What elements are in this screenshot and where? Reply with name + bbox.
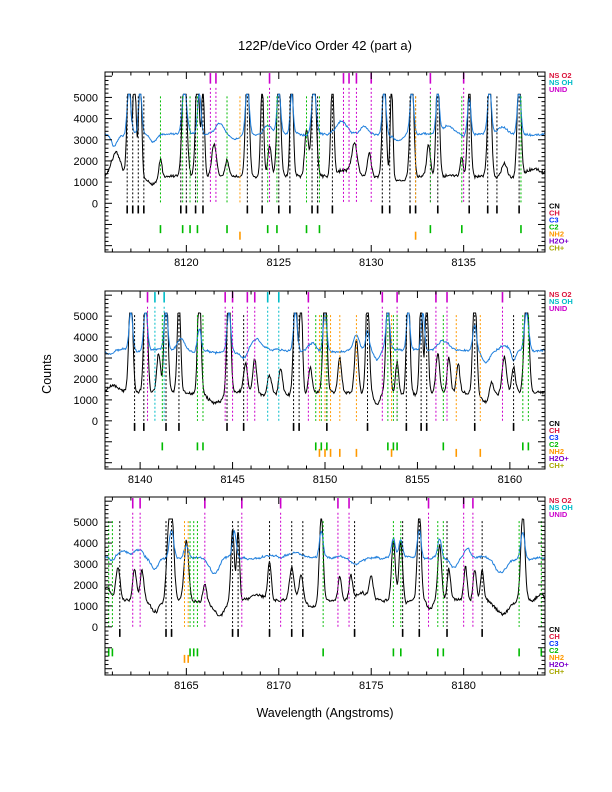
legend-label-NSOH: NS OH xyxy=(549,78,573,87)
x-tick-label: 8180 xyxy=(451,680,475,692)
panel-frame xyxy=(104,71,546,253)
y-tick-label: 2000 xyxy=(74,374,98,386)
legend-label-CN: CN xyxy=(549,201,560,210)
legend-label-UNID: UNID xyxy=(549,85,568,94)
legend-label-CH+: CH+ xyxy=(549,667,565,676)
legend-label-CH: CH xyxy=(549,426,560,435)
legend-label-NH2: NH2 xyxy=(549,653,564,662)
y-tick-label: 2000 xyxy=(74,580,98,592)
legend-label-H2O+: H2O+ xyxy=(549,236,569,245)
y-tick-label: 4000 xyxy=(74,538,98,550)
y-tick-label: 4000 xyxy=(74,114,98,126)
x-tick-label: 8160 xyxy=(498,474,522,486)
x-tick-label: 8165 xyxy=(174,680,198,692)
comet-spectrum-line xyxy=(105,312,545,406)
legend-label-C2: C2 xyxy=(549,646,559,655)
legend-label-CN: CN xyxy=(549,419,560,428)
comet-spectrum-line xyxy=(105,518,545,617)
x-tick-label: 8155 xyxy=(405,474,429,486)
x-tick-label: 8125 xyxy=(267,257,291,269)
sky-spectrum-line xyxy=(105,529,545,574)
y-axis-label: Counts xyxy=(40,354,54,394)
legend-label-UNID: UNID xyxy=(549,510,568,519)
y-tick-label: 1000 xyxy=(74,177,98,189)
legend-label-CH: CH xyxy=(549,208,560,217)
x-tick-label: 8150 xyxy=(313,474,337,486)
y-tick-label: 5000 xyxy=(74,311,98,323)
y-tick-label: 2000 xyxy=(74,156,98,168)
x-tick-label: 8120 xyxy=(174,257,198,269)
y-tick-label: 3000 xyxy=(74,135,98,147)
y-tick-label: 0 xyxy=(92,622,98,634)
legend-label-NSOH: NS OH xyxy=(549,503,573,512)
spectrum-panel-2: 8140 8145 8150 8155 8160 0 1000 2000 3000 4000 500… xyxy=(74,290,573,486)
x-tick-label: 8130 xyxy=(359,257,383,269)
page-title: 122P/deVico Order 42 (part a) xyxy=(238,38,412,53)
x-tick-label: 8175 xyxy=(359,680,383,692)
y-tick-label: 3000 xyxy=(74,353,98,365)
x-tick-label: 8135 xyxy=(451,257,475,269)
sky-spectrum-line xyxy=(105,311,545,364)
legend-label-UNID: UNID xyxy=(549,304,568,313)
legend-label-H2O+: H2O+ xyxy=(549,660,569,669)
legend-label-CH+: CH+ xyxy=(549,243,565,252)
legend-label-C2: C2 xyxy=(549,440,559,449)
legend-label-C3: C3 xyxy=(549,639,559,648)
legend-label-NH2: NH2 xyxy=(549,229,564,238)
legend-label-NSO2: NS O2 xyxy=(549,71,572,80)
x-tick-label: 8170 xyxy=(267,680,291,692)
spectrum-panel-3: 8165 8170 8175 8180 0 1000 2000 3000 4000 5000 NS … xyxy=(74,496,573,692)
y-tick-label: 5000 xyxy=(74,517,98,529)
legend-label-C3: C3 xyxy=(549,433,559,442)
legend-label-NH2: NH2 xyxy=(549,447,564,456)
legend-label-C2: C2 xyxy=(549,222,559,231)
y-tick-label: 0 xyxy=(92,416,98,428)
panel-frame xyxy=(104,496,546,676)
legend-label-CH: CH xyxy=(549,632,560,641)
legend-label-CN: CN xyxy=(549,625,560,634)
legend-label-NSO2: NS O2 xyxy=(549,290,572,299)
sky-spectrum-line xyxy=(105,92,545,147)
legend-label-C3: C3 xyxy=(549,215,559,224)
y-tick-label: 1000 xyxy=(74,395,98,407)
x-axis-label: Wavelength (Angstroms) xyxy=(256,706,394,720)
legend-label-H2O+: H2O+ xyxy=(549,454,569,463)
y-tick-label: 5000 xyxy=(74,92,98,104)
legend-label-NSOH: NS OH xyxy=(549,297,573,306)
y-tick-label: 3000 xyxy=(74,559,98,571)
x-tick-label: 8145 xyxy=(220,474,244,486)
legend-label-NSO2: NS O2 xyxy=(549,496,572,505)
spectrum-panel-1: 8120 8125 8130 8135 0 1000 2000 3000 4000 5000 NS … xyxy=(74,71,573,269)
y-tick-label: 0 xyxy=(92,198,98,210)
y-tick-label: 4000 xyxy=(74,332,98,344)
y-tick-label: 1000 xyxy=(74,601,98,613)
comet-spectrum-line xyxy=(105,93,545,186)
x-tick-label: 8140 xyxy=(128,474,152,486)
legend-label-CH+: CH+ xyxy=(549,461,565,470)
